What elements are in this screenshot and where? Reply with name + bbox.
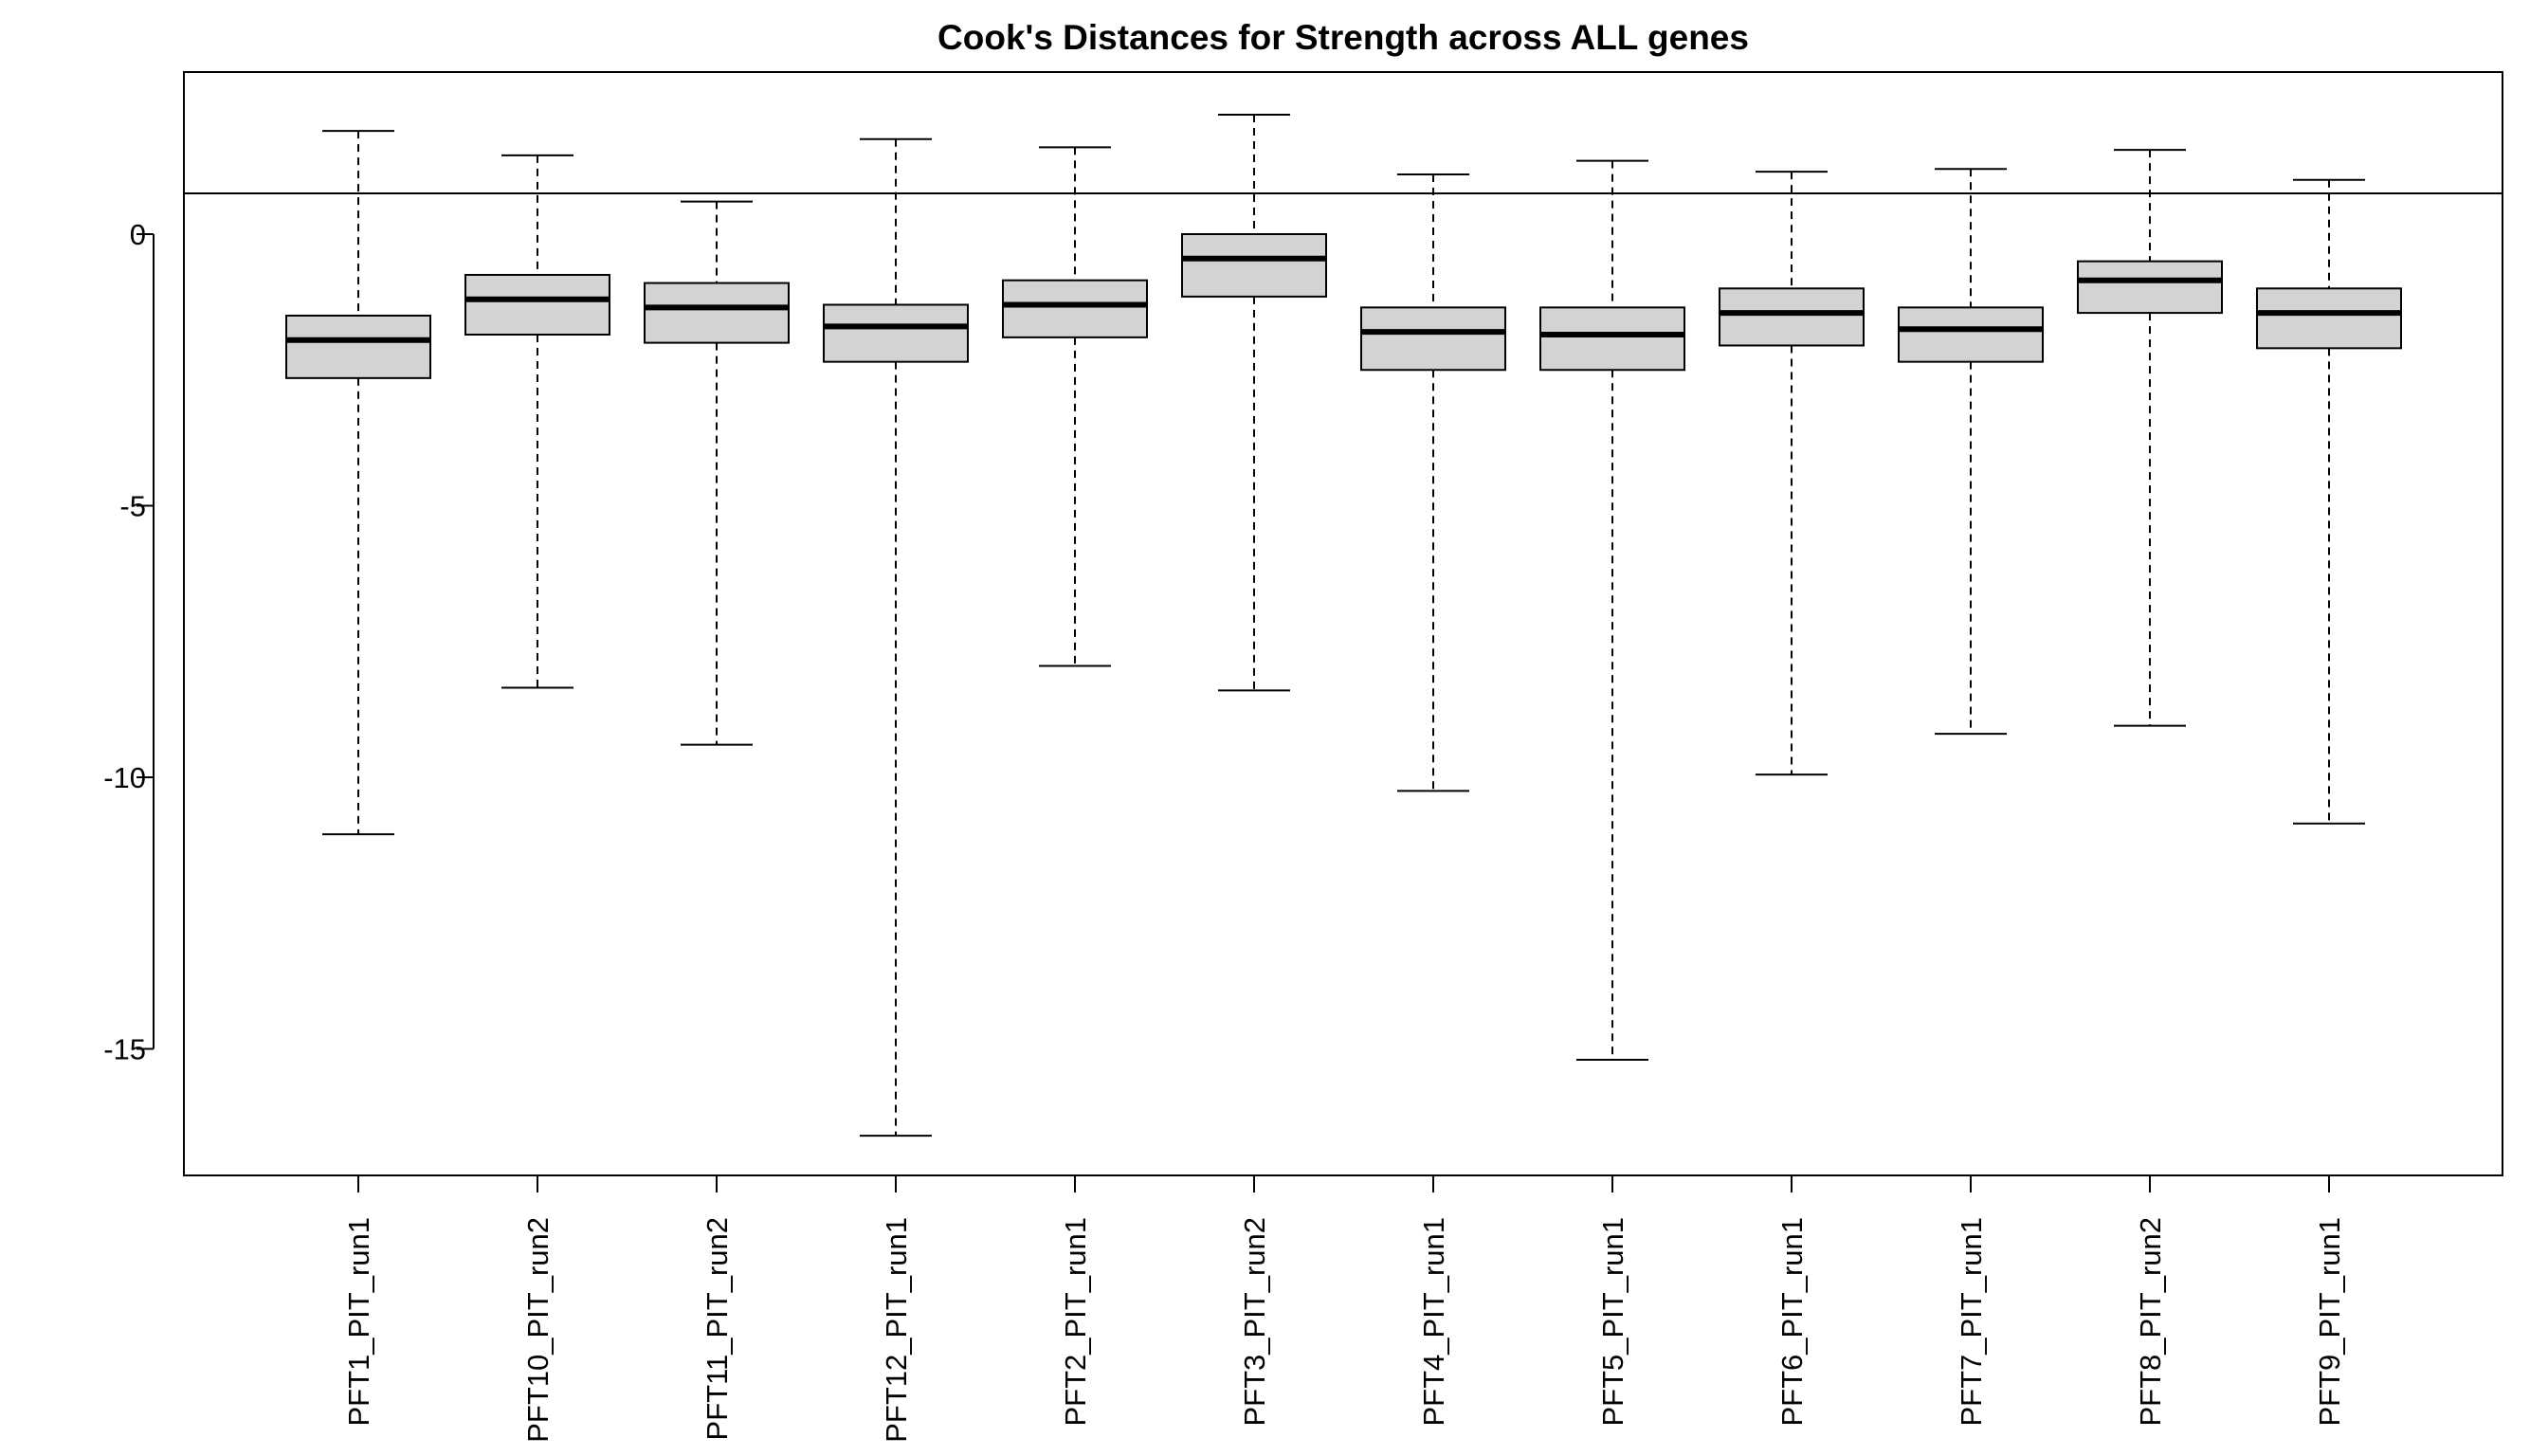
box-iqr <box>823 303 969 363</box>
plot-area: 0 -5 -10 -15 PFT1_PIT_run1 PFT10_PIT_run2 PFT1… <box>103 113 2502 1443</box>
y-tick-label: 0 <box>130 218 146 251</box>
x-tick-label: PFT9_PIT_run1 <box>2313 1217 2346 1427</box>
x-tick-label: PFT1_PIT_run1 <box>342 1217 375 1427</box>
box-iqr <box>644 282 790 344</box>
x-tick-label: PFT10_PIT_run2 <box>521 1217 555 1443</box>
box-iqr <box>1539 306 1685 372</box>
x-tick-label: PFT7_PIT_run1 <box>1955 1217 1988 1427</box>
box-iqr <box>285 314 431 379</box>
x-tick-label: PFT6_PIT_run1 <box>1775 1217 1809 1427</box>
x-tick-label: PFT4_PIT_run1 <box>1417 1217 1450 1427</box>
box-iqr <box>1898 306 2044 363</box>
x-tick-label: PFT2_PIT_run1 <box>1059 1217 1092 1427</box>
chart-title: Cook's Distances for Strength across ALL… <box>937 18 1749 57</box>
box-iqr <box>1719 287 1865 347</box>
plot-frame <box>183 71 2503 1176</box>
x-tick-label: PFT12_PIT_run1 <box>880 1217 913 1443</box>
x-tick-label: PFT5_PIT_run1 <box>1596 1217 1629 1427</box>
x-tick-label: PFT8_PIT_run2 <box>2134 1217 2167 1427</box>
y-tick-label: -10 <box>103 761 146 794</box>
x-tick-label: PFT11_PIT_run2 <box>701 1217 734 1440</box>
box-iqr <box>2077 260 2223 315</box>
box-iqr <box>1002 279 1148 338</box>
box-iqr <box>1360 306 1506 372</box>
y-tick-label: -5 <box>119 490 146 523</box>
box-iqr <box>1181 233 1327 298</box>
box-iqr <box>2256 287 2402 350</box>
box-iqr <box>464 273 610 337</box>
x-tick-label: PFT3_PIT_run2 <box>1238 1217 1271 1427</box>
y-tick-label: -15 <box>103 1033 146 1066</box>
